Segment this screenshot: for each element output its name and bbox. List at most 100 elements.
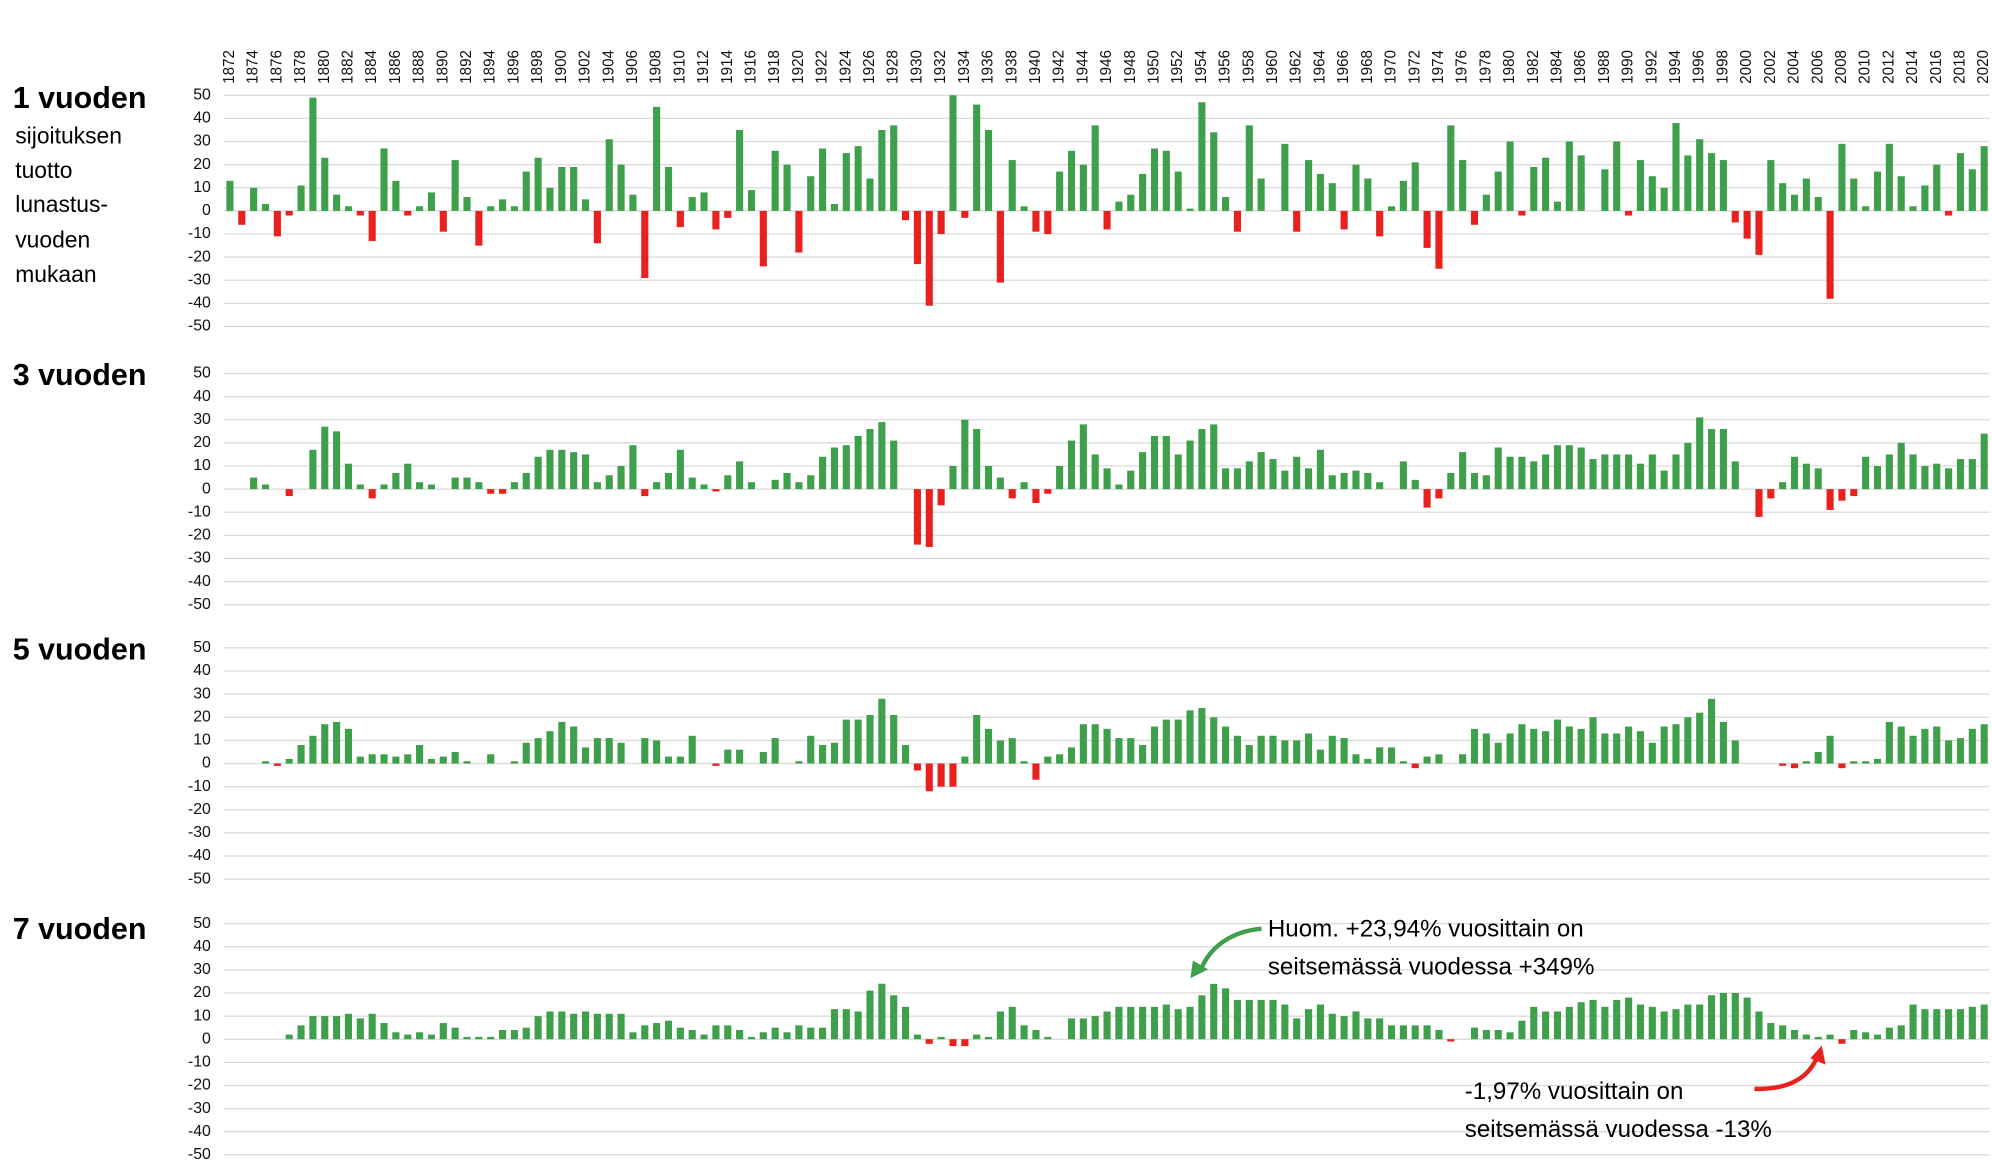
bar [783,164,791,211]
bar [676,756,684,764]
bar [961,419,969,490]
bar [1826,489,1834,510]
y-tick-label: -30 [188,824,211,841]
bar [285,489,293,497]
bar [1779,763,1787,766]
bar [617,466,625,490]
bar [641,738,649,764]
bar [1340,210,1348,230]
bar [1222,988,1230,1040]
bar [1719,992,1727,1040]
bar [605,738,613,764]
bar [368,1013,376,1040]
bar [830,742,838,764]
x-tick-label: 1998 [1714,50,1731,84]
bar [451,477,459,490]
bar [1790,1029,1799,1040]
bar [1885,721,1893,764]
bar [238,210,246,225]
bar [344,463,353,490]
bar [463,197,471,211]
bar [819,745,827,764]
bar [558,166,566,211]
bar [1316,173,1324,211]
bar [1376,1018,1384,1040]
bar [1648,454,1656,490]
bar [570,452,578,490]
bar [1257,999,1265,1040]
x-tick-label: 1880 [316,50,333,84]
bar [1328,735,1336,764]
y-tick-label: -10 [188,1054,211,1071]
bar [1648,742,1656,764]
bar [866,714,874,764]
bar [1139,452,1147,490]
bar [712,489,720,492]
bar [1305,160,1313,211]
x-tick-label: 1942 [1051,50,1068,84]
bar [664,472,673,490]
x-tick-label: 2008 [1833,50,1850,84]
bar [1850,761,1858,764]
bar [676,449,684,490]
x-tick-label: 1884 [363,49,380,83]
bar [404,754,412,764]
y-tick-label: -30 [188,550,211,567]
bar [688,197,696,211]
bar [688,477,696,490]
bar [1032,489,1040,503]
bar [1636,463,1644,490]
bar [1802,463,1810,490]
bar [807,1027,815,1040]
x-tick-label: 1938 [1003,50,1020,84]
bar [1376,210,1384,237]
bar [1625,210,1633,216]
bar [1198,995,1206,1040]
bar [925,489,933,547]
bar [1364,472,1372,490]
bar [309,449,317,490]
y-tick-label: -20 [188,248,211,265]
bar [842,1009,850,1040]
bar [416,1032,424,1040]
bar [1933,726,1941,764]
y-tick-label: -10 [188,225,211,242]
bar [1565,445,1573,490]
bar [463,761,471,764]
x-tick-label: 2014 [1904,49,1921,83]
bar [1423,489,1431,508]
bar [1008,738,1016,764]
bar [1447,125,1455,211]
bar [1364,1018,1372,1040]
bar [309,1016,317,1040]
subtitle-line: lunastus- [15,191,108,217]
bar [1020,482,1028,490]
bar [759,751,767,764]
bar [1826,735,1834,764]
y-tick-label: -10 [188,778,211,795]
bar [1186,440,1194,490]
bar [1565,1006,1573,1040]
bar [1518,210,1526,216]
bar [807,735,815,764]
bar [1696,417,1704,490]
bar [1719,721,1727,764]
bar [1577,728,1585,764]
bar [1779,1025,1787,1040]
bars [226,95,1988,1047]
bar [1696,712,1704,764]
bar [641,210,649,278]
bar [1708,698,1716,764]
bar [688,735,696,764]
bar [1506,456,1514,490]
y-tick-label: 50 [193,915,211,932]
bar [1293,456,1301,490]
bar [1032,1029,1040,1040]
bar [1423,756,1431,764]
bar [1672,123,1680,211]
bar [404,463,412,490]
bar [854,719,862,764]
bar [1411,1025,1419,1040]
bar [1743,997,1751,1040]
x-tick-label: 1976 [1454,50,1471,84]
